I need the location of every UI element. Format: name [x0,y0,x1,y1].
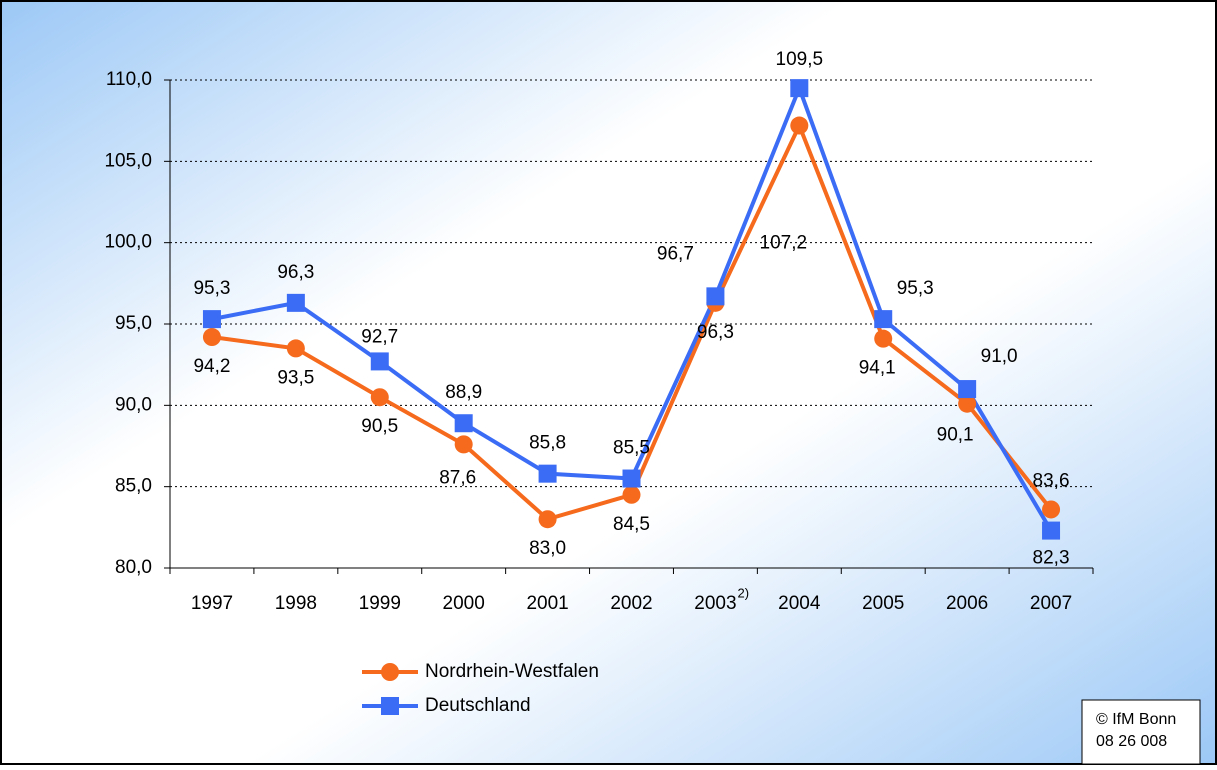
x-tick-label: 2003 [694,593,736,614]
source: © IfM Bonn [1096,711,1176,728]
marker [538,464,557,483]
marker [286,293,305,312]
data-label: 95,3 [193,278,230,299]
source: 08 26 008 [1096,733,1167,750]
x-tick-label: 2005 [862,593,904,614]
marker [958,380,977,399]
data-label: 96,7 [657,243,694,264]
marker [958,394,977,413]
x-tick-label: 1997 [191,593,233,614]
legend-label: Deutschland [425,695,531,716]
x-tick-label: 2002 [610,593,652,614]
data-label: 91,0 [981,346,1018,367]
data-label: 85,8 [529,433,566,454]
legend-marker [381,697,399,715]
data-label: 109,5 [776,49,824,70]
data-label: 83,6 [1033,470,1070,491]
footnote-mark: 2) [738,585,750,600]
data-label: 90,5 [361,416,398,437]
x-tick-label: 1999 [359,593,401,614]
marker [790,79,809,98]
data-label: 85,5 [613,438,650,459]
data-label: 82,3 [1033,548,1070,569]
marker [622,469,641,488]
marker [1042,521,1061,540]
marker [874,310,893,329]
y-tick-label: 100,0 [104,232,152,253]
y-tick-label: 85,0 [115,476,152,497]
legend-marker [381,663,399,681]
x-tick-label: 2000 [443,593,485,614]
y-tick-label: 80,0 [115,557,152,578]
marker [202,328,221,347]
source-box [1081,699,1201,765]
data-label: 83,0 [529,538,566,559]
marker [202,310,221,329]
x-tick-label: 2004 [778,593,821,614]
data-label: 87,6 [439,467,476,488]
data-label: 90,1 [937,425,974,446]
data-label: 96,3 [697,322,734,343]
data-label: 93,5 [277,367,314,388]
data-label: 94,2 [193,356,230,377]
marker [370,352,389,371]
marker [454,435,473,454]
marker [286,339,305,358]
marker [454,414,473,433]
marker [790,116,809,135]
y-tick-label: 105,0 [104,150,152,171]
y-tick-label: 90,0 [115,394,152,415]
marker [622,485,641,504]
data-label: 107,2 [760,233,808,254]
marker [370,388,389,407]
x-tick-label: 1998 [275,593,317,614]
data-label: 94,1 [859,358,896,379]
data-label: 95,3 [897,278,934,299]
data-label: 88,9 [445,382,482,403]
data-label: 84,5 [613,514,650,535]
data-label: 96,3 [277,262,314,283]
data-label: 92,7 [361,326,398,347]
y-tick-label: 110,0 [106,69,152,90]
x-tick-label: 2007 [1030,593,1072,614]
marker [706,287,725,306]
marker [874,329,893,348]
x-tick-label: 2006 [946,593,988,614]
x-tick-label: 2001 [526,593,568,614]
y-tick-label: 95,0 [115,313,152,334]
marker [538,510,557,529]
marker [1042,500,1061,519]
legend-label: Nordrhein-Westfalen [425,661,599,682]
